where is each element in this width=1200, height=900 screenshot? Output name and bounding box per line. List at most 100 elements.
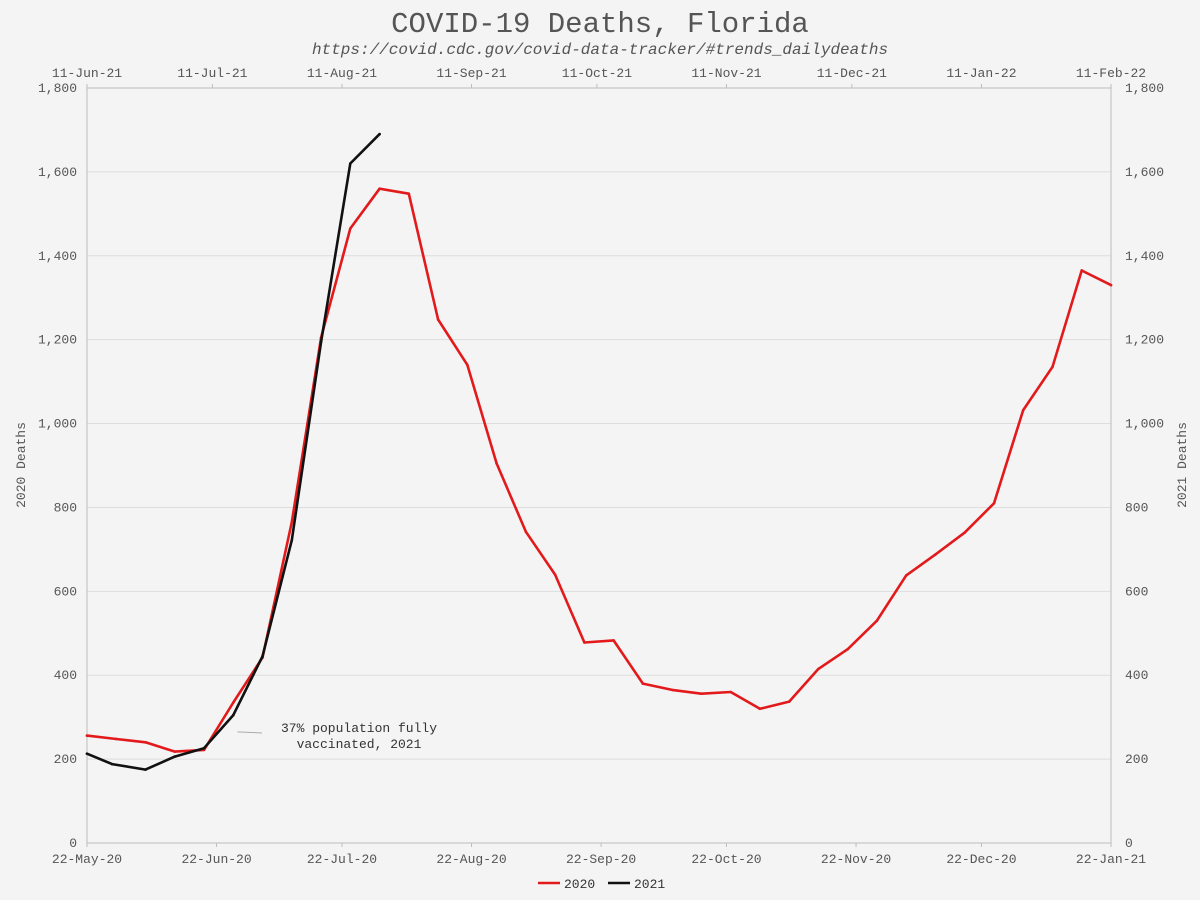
y-tick-label-left: 400 (54, 668, 77, 683)
data-point-2020 (173, 750, 177, 753)
x-tick-label-top: 11-Dec-21 (817, 66, 887, 81)
data-point-2020 (436, 318, 440, 321)
data-point-2020 (144, 741, 147, 744)
data-point-2020 (992, 501, 996, 505)
y-tick-label-right: 800 (1125, 500, 1148, 515)
data-point-2020 (524, 530, 528, 534)
data-point-2020 (553, 573, 557, 576)
chart-subtitle: https://covid.cdc.gov/covid-data-tracker… (312, 41, 888, 59)
data-point-2020 (495, 462, 498, 465)
x-tick-label-top: 11-Jan-22 (946, 66, 1016, 81)
x-tick-label-bottom: 22-Jun-20 (181, 852, 251, 867)
data-point-2020 (846, 647, 849, 651)
gridlines (87, 87, 1111, 760)
y-axis-title-left: 2020 Deaths (14, 422, 29, 508)
annotation: 37% population fully vaccinated, 2021 (237, 721, 437, 752)
data-point-2020 (612, 639, 615, 642)
data-point-2020 (700, 692, 703, 695)
y-axis-title-right: 2021 Deaths (1175, 422, 1190, 508)
data-point-2020 (1109, 283, 1113, 287)
data-point-2020 (1021, 408, 1025, 412)
data-point-2020 (729, 690, 732, 694)
y-tick-label-right: 1,200 (1125, 333, 1164, 348)
y-tick-label-left: 1,000 (38, 417, 77, 432)
x-tick-label-top: 11-Jul-21 (177, 66, 247, 81)
data-point-2021 (319, 340, 323, 344)
data-point-2020 (583, 641, 586, 644)
annotation-leader-line (237, 731, 263, 734)
data-point-2021 (202, 746, 206, 750)
data-point-2020 (758, 707, 762, 711)
y-tick-label-right: 400 (1125, 668, 1148, 683)
data-point-2020 (231, 701, 235, 704)
data-point-2020 (641, 682, 645, 685)
x-tick-label-top: 11-Aug-21 (307, 66, 377, 81)
tick-labels: 0 0 200 200 400 400 600 600 800 800 1,000 1,000 1,20… (38, 66, 1164, 867)
data-point-2020 (934, 553, 937, 556)
data-point-2021 (110, 762, 114, 766)
data-point-2021 (261, 655, 264, 658)
legend-label-2021: 2021 (634, 877, 665, 892)
y-tick-label-left: 1,400 (38, 249, 77, 264)
annotation-text-line-2: vaccinated, 2021 (297, 737, 422, 752)
data-point-2020 (85, 734, 89, 737)
data-point-2021 (85, 752, 89, 755)
data-point-2020 (817, 667, 820, 671)
y-tick-label-left: 1,200 (38, 333, 77, 348)
x-tick-label-bottom: 22-Dec-20 (946, 852, 1016, 867)
data-point-2020 (1051, 365, 1054, 369)
data-point-2020 (670, 688, 674, 692)
data-point-2020 (904, 574, 908, 577)
annotation-text-line-1: 37% population fully (281, 721, 437, 736)
y-tick-label-right: 1,400 (1125, 249, 1164, 264)
x-tick-label-bottom: 22-Oct-20 (691, 852, 761, 867)
data-point-2021 (231, 713, 235, 717)
x-tick-label-bottom: 22-Jul-20 (307, 852, 377, 867)
data-point-2020 (378, 187, 381, 190)
data-point-2021 (349, 162, 352, 165)
axes (86, 84, 1112, 847)
data-point-2020 (787, 700, 791, 703)
x-tick-label-bottom: 22-Nov-20 (821, 852, 891, 867)
data-point-2021 (144, 768, 147, 771)
data-point-2020 (407, 192, 411, 195)
y-tick-label-left: 800 (54, 500, 77, 515)
y-tick-label-right: 600 (1125, 584, 1148, 599)
y-tick-label-right: 1,000 (1125, 417, 1164, 432)
x-tick-label-bottom: 22-Jan-21 (1076, 852, 1146, 867)
y-tick-label-left: 0 (69, 836, 77, 851)
x-tick-label-top: 11-Feb-22 (1076, 66, 1146, 81)
data-point-2021 (173, 755, 177, 758)
data-point-2021 (290, 538, 294, 542)
series-line-2021 (85, 132, 381, 771)
x-tick-label-bottom: 22-Sep-20 (566, 852, 636, 867)
y-tick-label-right: 1,600 (1125, 165, 1164, 180)
y-tick-label-left: 1,600 (38, 165, 77, 180)
y-tick-label-left: 600 (54, 584, 77, 599)
x-tick-label-bottom: 22-Aug-20 (436, 852, 506, 867)
data-point-2020 (963, 531, 967, 534)
y-tick-label-right: 1,800 (1125, 81, 1164, 96)
data-point-2020 (875, 619, 879, 622)
series-lines (85, 132, 1113, 771)
y-tick-label-right: 200 (1125, 752, 1148, 767)
data-point-2020 (1080, 269, 1084, 272)
data-point-2020 (114, 737, 118, 741)
y-tick-label-right: 0 (1125, 836, 1133, 851)
data-point-2021 (378, 132, 381, 136)
x-tick-label-top: 11-Oct-21 (562, 66, 632, 81)
y-tick-label-left: 200 (54, 752, 77, 767)
legend-label-2020: 2020 (564, 877, 595, 892)
x-tick-label-bottom: 22-May-20 (52, 852, 122, 867)
x-tick-label-top: 11-Jun-21 (52, 66, 122, 81)
chart-title: COVID-19 Deaths, Florida (391, 8, 809, 41)
data-point-2020 (349, 227, 352, 230)
data-point-2020 (466, 363, 469, 367)
x-tick-label-top: 11-Sep-21 (436, 66, 506, 81)
legend: 2020 2021 (538, 877, 665, 892)
x-tick-label-top: 11-Nov-21 (691, 66, 761, 81)
y-tick-label-left: 1,800 (38, 81, 77, 96)
data-point-2020 (290, 520, 294, 524)
series-line-2020 (85, 187, 1113, 753)
